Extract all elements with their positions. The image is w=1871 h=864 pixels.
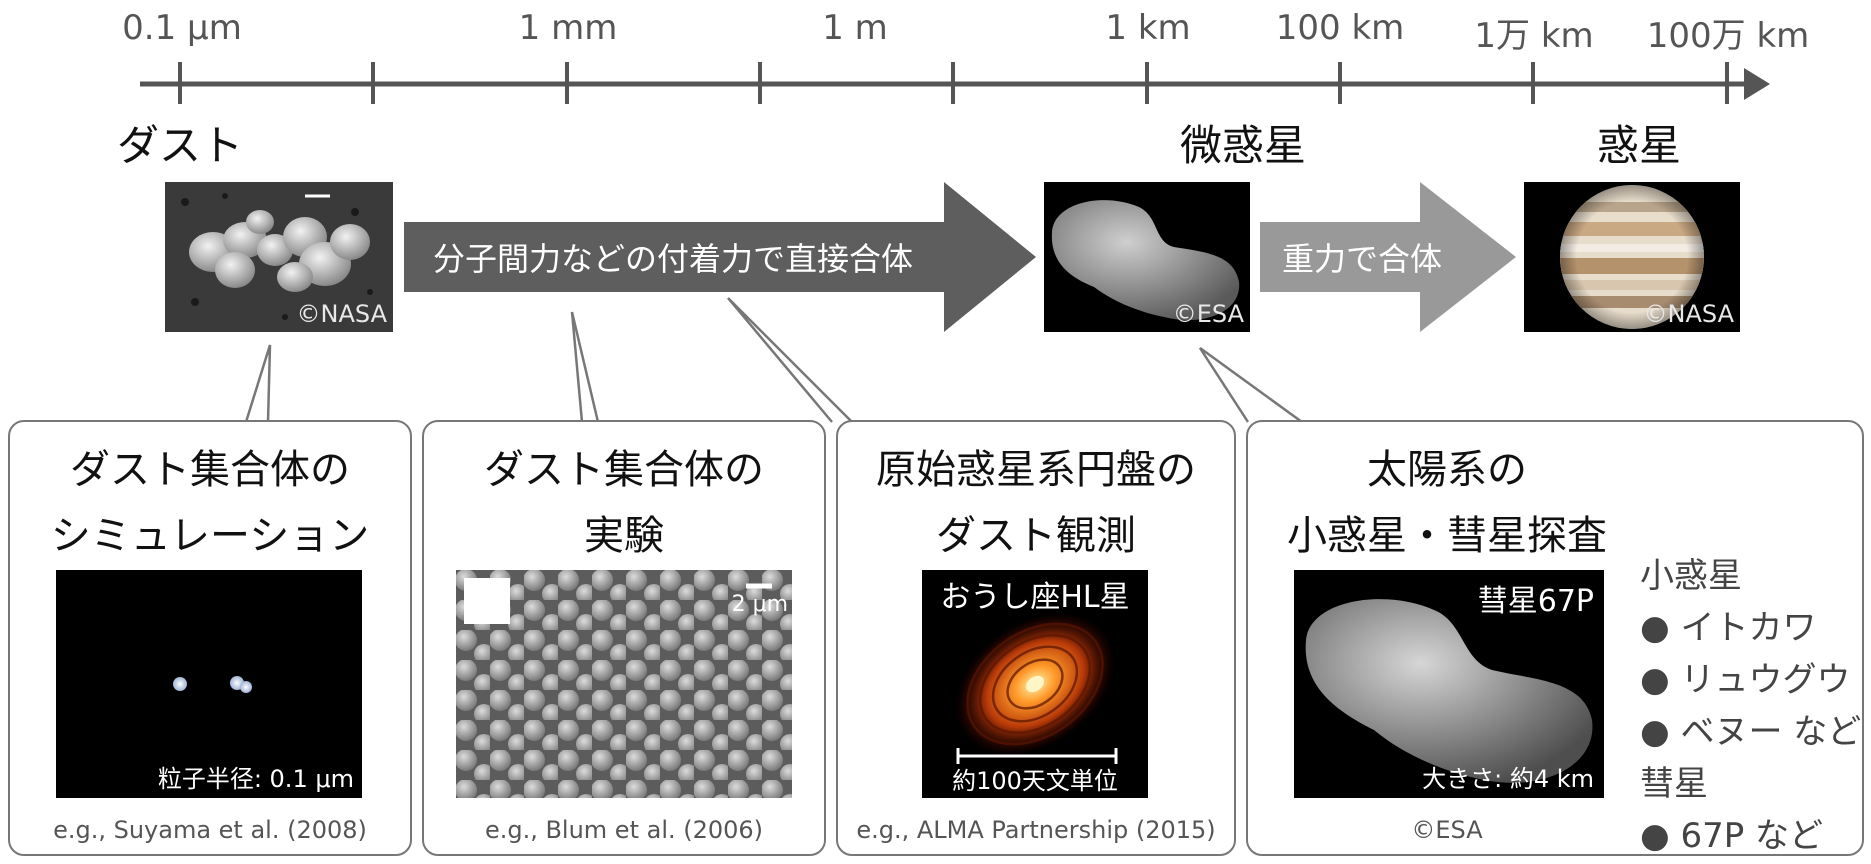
tick-label: 1 m <box>822 8 888 48</box>
small-bodies-list: 小惑星 ● イトカワ ● リュウグウ ● ベヌー など 彗星 ● 67P など <box>1640 550 1861 862</box>
scale-bar-caption: 2 μm <box>731 592 788 617</box>
reference: e.g., Suyama et al. (2008) <box>53 816 367 844</box>
panel-title-line1: ダスト集合体の <box>484 447 764 493</box>
stage-label-planetesimal: 微惑星 <box>1179 121 1307 170</box>
tick-label: 0.1 μm <box>122 8 242 48</box>
reference: e.g., ALMA Partnership (2015) <box>856 816 1216 844</box>
photo-credit: ©ESA <box>1172 300 1244 328</box>
scale-axis: 0.1 μm 1 mm 1 m 1 km 100 km 1万 km 100万 k… <box>0 0 1871 110</box>
jupiter-image <box>1560 185 1704 329</box>
asteroid-header: 小惑星 <box>1640 556 1742 596</box>
panel-title-line2: ダスト観測 <box>936 513 1136 559</box>
photo-credit: ©NASA <box>296 300 387 328</box>
panel-title-line1: ダスト集合体の <box>70 447 350 493</box>
particle-radius-caption: 粒子半径: 0.1 μm <box>157 765 354 793</box>
sticking-arrow-label: 分子間力などの付着力で直接合体 <box>433 240 914 278</box>
panel-experiment: ダスト集合体の 実験 2 μm e.g., Blum et al. (2006) <box>422 420 826 856</box>
dust-photo: ©NASA <box>165 182 393 332</box>
panel-title-line2: 小惑星・彗星探査 <box>1287 513 1607 559</box>
experiment-image: 2 μm <box>456 570 792 798</box>
comet-image <box>1051 200 1240 321</box>
comet-size-caption: 大きさ: 約4 km <box>1422 765 1594 793</box>
panel-disk-observation: 原始惑星系円盤の ダスト観測 おうし座HL星 <box>836 420 1236 856</box>
panel-title-line2: シミュレーション <box>50 513 370 559</box>
stage-label-dust: ダスト <box>116 121 244 170</box>
simulation-particles <box>173 676 252 693</box>
tick-label: 1 mm <box>518 8 618 48</box>
list-item: ● リュウグウ <box>1640 660 1851 700</box>
gravity-arrow <box>1260 182 1516 332</box>
panel-solar-system-exploration: 太陽系の 小惑星・彗星探査 彗星67P 大きさ: 約4 km ©ESA <box>1246 420 1864 856</box>
tick-label: 1万 km <box>1474 16 1594 56</box>
tick-label: 100万 km <box>1646 16 1810 56</box>
comet-photo: ©ESA <box>1044 182 1250 332</box>
list-item: ● イトカワ <box>1640 608 1817 648</box>
stage-label-planet: 惑星 <box>1596 121 1682 170</box>
comet-67p-image: 彗星67P 大きさ: 約4 km <box>1294 570 1604 798</box>
disk-image: おうし座HL星 約100天文単位 <box>922 570 1148 798</box>
disk-scale-caption: 約100天文単位 <box>952 767 1118 795</box>
panel-simulation: ダスト集合体の シミュレーション 粒子半径: 0.1 μm e.g., Suya… <box>8 420 412 856</box>
axis-line <box>140 62 1770 104</box>
list-item: ● ベヌー など <box>1640 712 1862 752</box>
comet-header: 彗星 <box>1640 764 1708 804</box>
gravity-arrow-label: 重力で合体 <box>1282 240 1443 278</box>
photo-credit: ©NASA <box>1643 300 1734 328</box>
hl-tau-disk <box>954 612 1118 764</box>
panel-title-line1: 太陽系の <box>1367 447 1527 493</box>
comet-image-title: 彗星67P <box>1477 584 1594 619</box>
experiment-spheres <box>456 570 792 798</box>
list-item: ● 67P など <box>1640 816 1824 856</box>
simulation-image: 粒子半径: 0.1 μm <box>56 570 362 798</box>
reference: ©ESA <box>1411 816 1483 844</box>
panel-title-line2: 実験 <box>584 513 664 559</box>
dust-aggregate-image <box>165 182 393 332</box>
tick-label: 100 km <box>1275 8 1405 48</box>
sticking-arrow <box>404 182 1036 332</box>
reference: e.g., Blum et al. (2006) <box>484 816 764 844</box>
tick-label: 1 km <box>1105 8 1191 48</box>
comet-67p-shape <box>1305 599 1593 783</box>
jupiter-photo: ©NASA <box>1524 182 1740 332</box>
disk-image-title: おうし座HL星 <box>940 580 1130 615</box>
panel-title-line1: 原始惑星系円盤の <box>876 447 1196 493</box>
